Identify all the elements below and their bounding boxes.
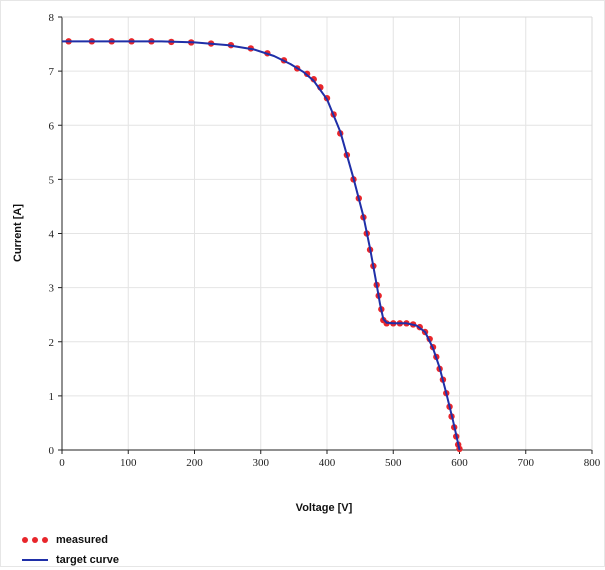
y-tick-label: 5: [49, 174, 55, 186]
legend-label-target-curve: target curve: [56, 554, 119, 566]
x-tick-label: 0: [59, 457, 65, 469]
x-tick-label: 400: [319, 457, 336, 469]
x-tick-label: 300: [253, 457, 270, 469]
x-tick-label: 700: [518, 457, 535, 469]
y-tick-label: 2: [49, 337, 55, 349]
y-tick-label: 7: [49, 66, 55, 78]
grid-lines: [62, 17, 592, 450]
y-axis-title: Current [A]: [12, 204, 24, 262]
legend: measured target curve: [22, 530, 119, 570]
y-tick-label: 0: [49, 445, 55, 457]
x-tick-label: 800: [584, 457, 601, 469]
x-tick-label: 600: [451, 457, 468, 469]
tick-labels: 0 100 200 300 400 500 600 700 800 0 1 2 3 4 5 6 7 8: [49, 12, 601, 469]
y-tick-label: 6: [49, 120, 55, 132]
y-tick-label: 3: [49, 283, 55, 295]
x-tick-label: 500: [385, 457, 402, 469]
legend-line-target-curve: [22, 555, 48, 565]
x-axis-title: Voltage [V]: [296, 502, 353, 514]
x-tick-label: 100: [120, 457, 137, 469]
y-tick-label: 1: [49, 391, 55, 403]
y-tick-label: 8: [49, 12, 55, 24]
line-layer: [62, 40, 461, 451]
marker-layer: [65, 38, 463, 453]
line-target-curve: [62, 40, 461, 451]
legend-label-measured: measured: [56, 534, 108, 546]
y-tick-label: 4: [49, 229, 55, 241]
legend-item-target-curve: target curve: [22, 550, 119, 570]
plot-axes: [58, 16, 593, 454]
legend-marker-measured: [22, 535, 48, 545]
marker-measured: [310, 76, 317, 83]
x-tick-label: 200: [186, 457, 203, 469]
legend-item-measured: measured: [22, 530, 119, 550]
